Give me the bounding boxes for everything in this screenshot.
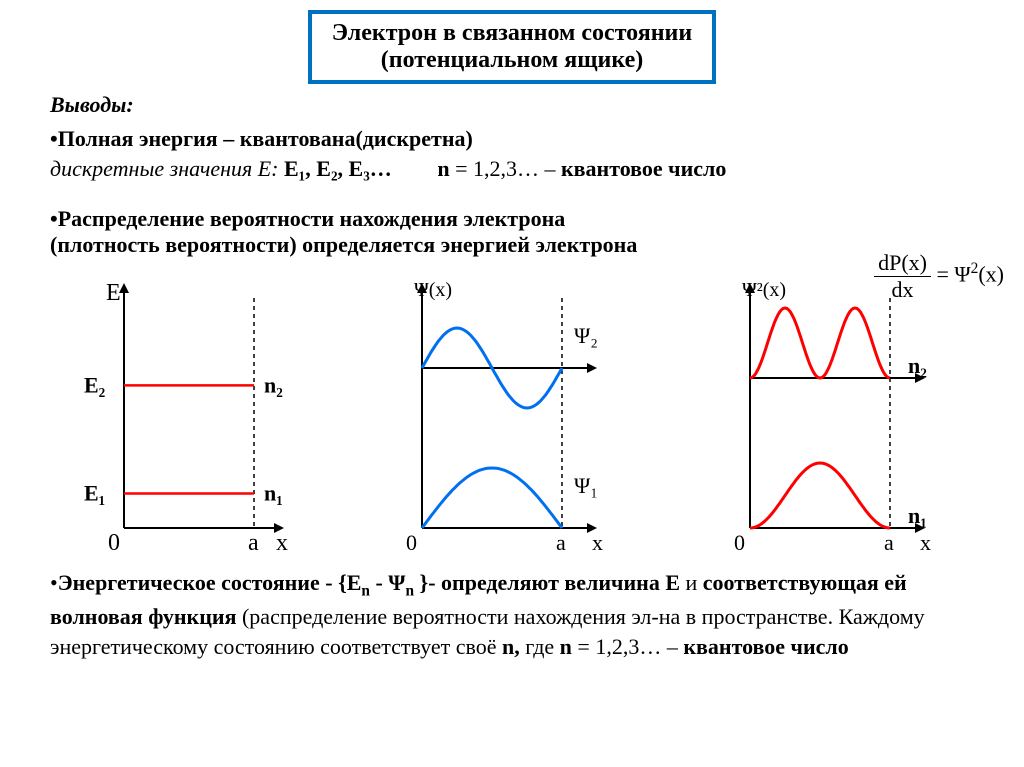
- svg-text:x: x: [592, 530, 603, 555]
- svg-text:0: 0: [108, 530, 120, 556]
- bullet-3: •Энергетическое состояние - {En - Ψn }- …: [50, 568, 994, 662]
- svg-text:0: 0: [406, 530, 417, 555]
- title-line2: (потенциальном ящике): [332, 47, 692, 74]
- svg-text:a: a: [884, 530, 894, 555]
- svg-text:Ψ₁: Ψ₁: [574, 473, 598, 498]
- chart-psi: Ψ(x) Ψ₂ Ψ₁ 0 a x: [382, 278, 622, 558]
- title-box: Электрон в связанном состоянии (потенциа…: [308, 10, 716, 84]
- svg-text:0: 0: [734, 530, 745, 555]
- svg-text:Ψ²(x): Ψ²(x): [742, 279, 786, 301]
- svg-text:n₁: n₁: [264, 481, 283, 506]
- chart-energy: Ex 0 a E₁ n₁ E₂ n₂: [74, 278, 294, 558]
- svg-text:E₂: E₂: [84, 372, 106, 397]
- charts-row: Ex0aE₁n₁E₂n₂ Ψ(x)Ψ₂Ψ₁0ax Ψ²(x)n₂n₁0ax: [30, 278, 994, 558]
- bullet1-line2: дискретные значения E: E₁, E₂, E₃… n = 1…: [50, 156, 994, 182]
- svg-text:E: E: [106, 280, 121, 306]
- svg-text:a: a: [556, 530, 566, 555]
- svg-text:Ψ(x): Ψ(x): [414, 279, 452, 301]
- chart-psi2: Ψ²(x) n₂ n₁ 0 a x: [710, 278, 950, 558]
- svg-text:x: x: [276, 530, 288, 556]
- svg-text:x: x: [920, 530, 931, 555]
- bullet-1: •Полная энергия – квантована(дискретна): [50, 126, 994, 152]
- title-line1: Электрон в связанном состоянии: [332, 20, 692, 47]
- svg-text:n₂: n₂: [264, 372, 283, 397]
- svg-text:n₂: n₂: [908, 353, 927, 378]
- svg-text:Ψ₂: Ψ₂: [574, 323, 598, 348]
- svg-text:a: a: [248, 530, 259, 556]
- svg-text:E₁: E₁: [84, 481, 105, 506]
- subtitle: Выводы:: [50, 92, 994, 118]
- bullet1-bold: •Полная энергия – квантована(дискретна): [50, 126, 473, 151]
- bullet-2: •Распределение вероятности нахождения эл…: [50, 206, 994, 258]
- svg-text:n₁: n₁: [908, 503, 927, 528]
